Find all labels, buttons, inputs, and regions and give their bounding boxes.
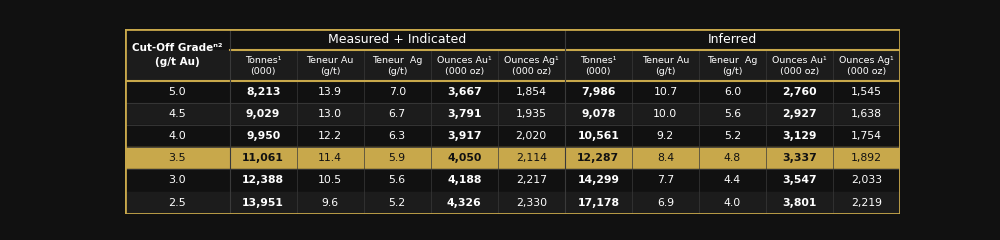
Text: Teneur Au
(g/t): Teneur Au (g/t)	[642, 56, 689, 76]
Text: 4.4: 4.4	[724, 175, 741, 186]
Text: 5.6: 5.6	[389, 175, 406, 186]
Text: 10.5: 10.5	[318, 175, 342, 186]
Text: 7.0: 7.0	[389, 87, 406, 97]
Text: 3,547: 3,547	[782, 175, 817, 186]
Text: 3,129: 3,129	[782, 131, 817, 141]
Bar	[125, 103, 900, 125]
Text: 9,078: 9,078	[581, 109, 616, 119]
Text: 5.0: 5.0	[168, 87, 186, 97]
Text: Ounces Ag¹
(000 oz): Ounces Ag¹ (000 oz)	[839, 56, 894, 76]
Text: 9.6: 9.6	[322, 198, 339, 208]
Text: 13,951: 13,951	[242, 198, 284, 208]
Text: 5.2: 5.2	[724, 131, 741, 141]
Text: 5.6: 5.6	[724, 109, 741, 119]
Text: 2,760: 2,760	[782, 87, 817, 97]
Text: 2,020: 2,020	[516, 131, 547, 141]
Text: 12.2: 12.2	[318, 131, 342, 141]
Text: 2,114: 2,114	[516, 153, 547, 163]
Text: 4,188: 4,188	[447, 175, 481, 186]
Text: 3,667: 3,667	[447, 87, 482, 97]
Text: Cut-Off Gradeⁿ²
(g/t Au): Cut-Off Gradeⁿ² (g/t Au)	[132, 43, 223, 66]
Bar	[125, 147, 900, 169]
Text: 10,561: 10,561	[577, 131, 619, 141]
Text: 2.5: 2.5	[168, 198, 186, 208]
Text: 1,638: 1,638	[851, 109, 882, 119]
Text: 3.5: 3.5	[168, 153, 186, 163]
Text: Teneur  Ag
(g/t): Teneur Ag (g/t)	[707, 56, 758, 76]
Text: 12,287: 12,287	[577, 153, 619, 163]
Text: 9.2: 9.2	[657, 131, 674, 141]
Text: 11,061: 11,061	[242, 153, 284, 163]
Text: 7.7: 7.7	[657, 175, 674, 186]
Text: 13.9: 13.9	[318, 87, 342, 97]
Text: 5.2: 5.2	[389, 198, 406, 208]
Text: Teneur Au
(g/t): Teneur Au (g/t)	[306, 56, 354, 76]
Text: 14,299: 14,299	[577, 175, 619, 186]
Text: 13.0: 13.0	[318, 109, 342, 119]
Text: 2,033: 2,033	[851, 175, 882, 186]
Text: 9,950: 9,950	[246, 131, 280, 141]
Bar	[125, 81, 900, 103]
Text: 4,326: 4,326	[447, 198, 482, 208]
Bar	[230, 29, 900, 50]
Text: 3,801: 3,801	[782, 198, 817, 208]
Text: Ounces Au¹
(000 oz): Ounces Au¹ (000 oz)	[772, 56, 827, 76]
Text: 8,213: 8,213	[246, 87, 280, 97]
Text: 2,330: 2,330	[516, 198, 547, 208]
Text: 1,892: 1,892	[851, 153, 882, 163]
Text: 1,754: 1,754	[851, 131, 882, 141]
Text: Tonnes¹
(000): Tonnes¹ (000)	[245, 56, 281, 76]
Text: 6.7: 6.7	[389, 109, 406, 119]
Text: 3,917: 3,917	[447, 131, 482, 141]
Text: 1,854: 1,854	[516, 87, 547, 97]
Text: 1,545: 1,545	[851, 87, 882, 97]
Bar	[125, 50, 900, 81]
Text: 4.5: 4.5	[168, 109, 186, 119]
Text: 5.9: 5.9	[389, 153, 406, 163]
Text: 3,791: 3,791	[447, 109, 482, 119]
Text: 8.4: 8.4	[657, 153, 674, 163]
Text: 12,388: 12,388	[242, 175, 284, 186]
Text: Tonnes¹
(000): Tonnes¹ (000)	[580, 56, 617, 76]
Text: 9,029: 9,029	[246, 109, 280, 119]
Text: 10.0: 10.0	[653, 109, 677, 119]
Text: 4.0: 4.0	[724, 198, 741, 208]
Bar	[125, 125, 900, 147]
Text: Ounces Ag¹
(000 oz): Ounces Ag¹ (000 oz)	[504, 56, 559, 76]
Text: 6.0: 6.0	[724, 87, 741, 97]
Text: Measured + Indicated: Measured + Indicated	[328, 33, 466, 46]
Text: Teneur  Ag
(g/t): Teneur Ag (g/t)	[372, 56, 422, 76]
Text: 7,986: 7,986	[581, 87, 616, 97]
Text: 2,927: 2,927	[782, 109, 817, 119]
Text: 6.9: 6.9	[657, 198, 674, 208]
Text: Inferred: Inferred	[708, 33, 757, 46]
Text: 10.7: 10.7	[653, 87, 677, 97]
Text: 4.8: 4.8	[724, 153, 741, 163]
Text: 17,178: 17,178	[577, 198, 619, 208]
Text: Ounces Au¹
(000 oz): Ounces Au¹ (000 oz)	[437, 56, 492, 76]
Text: 6.3: 6.3	[389, 131, 406, 141]
Text: 3.0: 3.0	[168, 175, 186, 186]
Text: 2,219: 2,219	[851, 198, 882, 208]
Text: 2,217: 2,217	[516, 175, 547, 186]
Text: 4,050: 4,050	[447, 153, 481, 163]
Text: 3,337: 3,337	[782, 153, 817, 163]
Bar	[125, 192, 900, 214]
Text: 4.0: 4.0	[168, 131, 186, 141]
Text: 1,935: 1,935	[516, 109, 547, 119]
Text: 11.4: 11.4	[318, 153, 342, 163]
Bar	[125, 169, 900, 192]
